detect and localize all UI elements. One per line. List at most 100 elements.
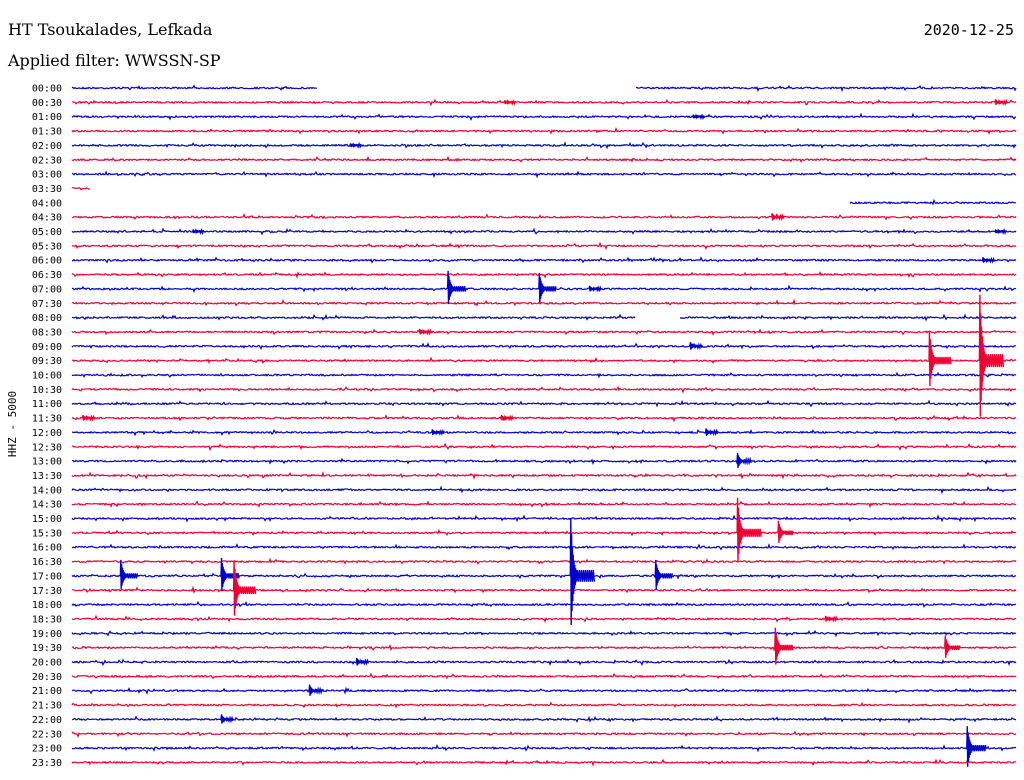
- seismic-event: [355, 657, 369, 666]
- seismic-event: [978, 294, 1005, 417]
- seismic-event: [308, 684, 323, 696]
- trace-row: [71, 271, 1017, 280]
- row-time-label: 19:30: [32, 643, 62, 654]
- trace-row: [71, 600, 1017, 608]
- row-time-label: 07:30: [32, 299, 62, 310]
- row-time-label: 20:00: [32, 658, 62, 669]
- trace-row: [71, 701, 1017, 709]
- trace-row: [71, 98, 1017, 107]
- trace-row: [71, 543, 1017, 551]
- row-time-label: 02:00: [32, 141, 62, 152]
- trace-row: [71, 313, 1017, 322]
- row-time-label: 22:30: [32, 729, 62, 740]
- row-time-label: 18:30: [32, 614, 62, 625]
- seismic-event: [232, 560, 257, 616]
- trace-row: [71, 629, 1017, 638]
- trace-row: [71, 386, 1017, 394]
- seismic-event: [736, 497, 762, 563]
- trace-row: [71, 414, 1017, 423]
- row-time-label: 08:30: [32, 327, 62, 338]
- seismic-event: [966, 726, 987, 767]
- seismic-event: [81, 414, 96, 422]
- seismic-event: [774, 627, 794, 665]
- trace-row: [71, 112, 1017, 121]
- seismic-event: [736, 453, 752, 468]
- row-time-label: 16:00: [32, 543, 62, 554]
- trace-row: [71, 614, 1017, 623]
- date-label: 2020-12-25: [924, 21, 1014, 39]
- row-time-label: 15:00: [32, 514, 62, 525]
- row-time-label: 09:30: [32, 356, 62, 367]
- seismic-event: [704, 428, 719, 437]
- row-time-label: 11:00: [32, 399, 62, 410]
- row-time-label: 06:30: [32, 270, 62, 281]
- trace-row: [71, 686, 1017, 695]
- channel-label: HHZ - 5000: [6, 391, 19, 457]
- seismic-event: [569, 517, 595, 626]
- trace-row: [71, 500, 1017, 509]
- trace-row: [71, 356, 1017, 365]
- row-time-label: 21:30: [32, 701, 62, 712]
- seismic-event: [928, 330, 952, 387]
- trace-row: [71, 342, 1017, 350]
- trace-row: [71, 126, 1017, 135]
- trace-row: [71, 743, 1016, 753]
- trace-row: [71, 442, 1017, 452]
- trace-row: [71, 187, 91, 191]
- trace-row: [71, 298, 1017, 307]
- row-time-label: 14:30: [32, 500, 62, 511]
- row-time-label: 05:30: [32, 241, 62, 252]
- row-time-label: 17:00: [32, 571, 62, 582]
- row-time-label: 07:00: [32, 284, 62, 295]
- row-time-label: 11:30: [32, 414, 62, 425]
- trace-row: [71, 428, 1017, 437]
- seismic-event: [824, 615, 838, 623]
- row-time-label: 00:30: [32, 98, 62, 109]
- trace-row: [71, 328, 1017, 336]
- trace-row: [71, 572, 1016, 580]
- trace-rows: 00:00 00:30 01:00 01:30 02:00 02:30 03:00 03:30…: [32, 84, 1017, 769]
- row-time-label: 15:30: [32, 528, 62, 539]
- station-title: HT Tsoukalades, Lefkada: [8, 20, 213, 39]
- trace-row: [71, 471, 1017, 480]
- row-time-label: 10:00: [32, 371, 62, 382]
- trace-row: [71, 84, 1017, 93]
- seismic-event: [654, 559, 673, 590]
- trace-row: [71, 213, 1017, 221]
- trace-row: [71, 528, 1017, 537]
- row-time-label: 08:00: [32, 313, 62, 324]
- seismic-event: [588, 285, 602, 293]
- row-time-label: 04:30: [32, 213, 62, 224]
- seismic-event: [431, 428, 445, 436]
- seismic-event: [994, 98, 1008, 106]
- trace-row: [71, 170, 1017, 179]
- row-time-label: 21:00: [32, 686, 62, 697]
- seismic-event: [119, 559, 138, 590]
- seismic-event: [500, 414, 514, 422]
- row-time-label: 14:00: [32, 485, 62, 496]
- row-time-label: 13:30: [32, 471, 62, 482]
- row-time-label: 16:30: [32, 557, 62, 568]
- seismic-event: [689, 342, 703, 351]
- row-time-label: 03:00: [32, 170, 62, 181]
- trace-row: [71, 672, 1017, 680]
- trace-row: [71, 457, 1017, 466]
- trace-row: [71, 715, 1016, 724]
- trace-row: [71, 585, 1017, 594]
- filter-label: Applied filter: WWSSN-SP: [7, 51, 221, 70]
- row-time-label: 18:00: [32, 600, 62, 611]
- seismic-event: [418, 328, 432, 336]
- trace-row: [71, 241, 1017, 251]
- seismic-event: [981, 256, 996, 264]
- trace-row: [71, 557, 1017, 565]
- trace-row: [71, 141, 1017, 150]
- row-time-label: 12:00: [32, 428, 62, 439]
- trace-row: [71, 155, 1017, 163]
- row-time-label: 23:00: [32, 744, 62, 755]
- seismic-event: [777, 520, 794, 544]
- trace-row: [71, 758, 1017, 767]
- trace-row: [72, 256, 1017, 264]
- trace-row: [71, 730, 1017, 738]
- seismic-event: [446, 270, 467, 305]
